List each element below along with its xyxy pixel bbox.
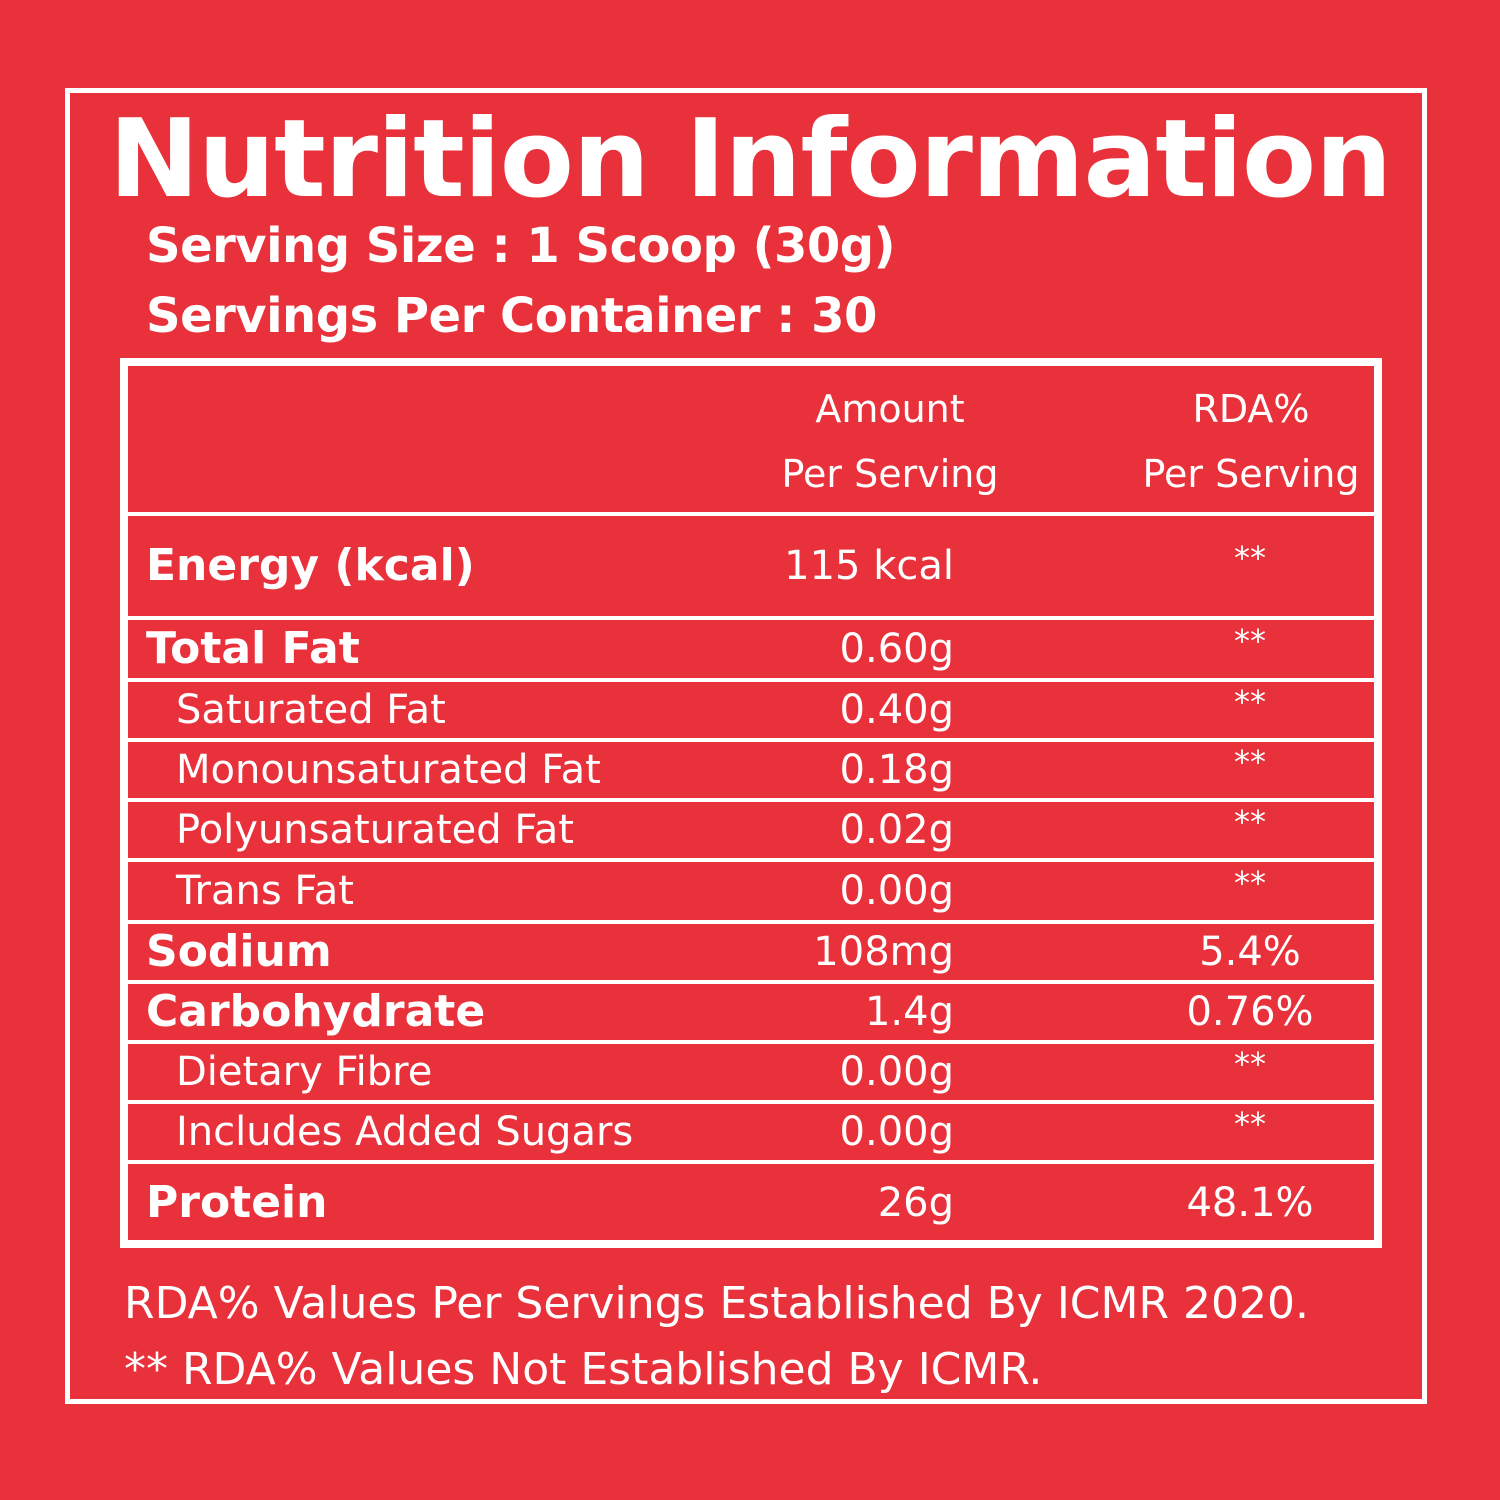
nutrient-name: Dietary Fibre: [176, 1049, 433, 1095]
table-row: Sodium 108mg 5.4%: [128, 922, 1374, 982]
row-divider: [128, 616, 1374, 620]
nutrient-amount: 0.00g: [839, 868, 954, 914]
table-row: Total Fat 0.60g **: [128, 618, 1374, 680]
nutrient-name: Monounsaturated Fat: [176, 747, 601, 793]
table-row: Dietary Fibre 0.00g **: [128, 1042, 1374, 1102]
nutrient-amount: 108mg: [813, 929, 954, 975]
nutrient-rda: **: [1234, 743, 1266, 781]
nutrient-name: Trans Fat: [176, 868, 354, 914]
nutrient-amount: 0.60g: [839, 626, 954, 672]
nutrient-rda: **: [1234, 864, 1266, 902]
row-divider: [128, 980, 1374, 984]
nutrient-name: Energy (kcal): [146, 540, 475, 591]
row-divider: [128, 1040, 1374, 1044]
nutrient-amount: 0.00g: [839, 1049, 954, 1095]
page-title: Nutrition Information: [108, 97, 1392, 222]
nutrient-amount: 115 kcal: [784, 543, 954, 589]
table-row: Saturated Fat 0.40g **: [128, 680, 1374, 740]
nutrient-rda: **: [1234, 803, 1266, 841]
table-row: Polyunsaturated Fat 0.02g **: [128, 800, 1374, 860]
servings-per-container: Servings Per Container : 30: [146, 288, 877, 344]
nutrient-rda: 48.1%: [1186, 1180, 1314, 1226]
serving-size: Serving Size : 1 Scoop (30g): [146, 218, 896, 274]
row-divider: [128, 678, 1374, 682]
nutrient-rda: **: [1234, 683, 1266, 721]
row-divider: [128, 798, 1374, 802]
nutrient-amount: 0.40g: [839, 687, 954, 733]
nutrient-name: Protein: [146, 1177, 328, 1228]
row-divider: [128, 858, 1374, 862]
nutrient-amount: 0.18g: [839, 747, 954, 793]
nutrient-rda: **: [1234, 622, 1266, 660]
row-divider: [128, 738, 1374, 742]
nutrient-rda: **: [1234, 1105, 1266, 1143]
row-divider: [128, 512, 1374, 516]
nutrient-rda: 5.4%: [1199, 929, 1301, 975]
nutrient-name: Polyunsaturated Fat: [176, 807, 574, 853]
table-row: Includes Added Sugars 0.00g **: [128, 1102, 1374, 1162]
nutrient-rda: **: [1234, 539, 1266, 577]
nutrient-name: Sodium: [146, 926, 332, 977]
nutrient-name: Saturated Fat: [176, 687, 446, 733]
table-row: Protein 26g 48.1%: [128, 1162, 1374, 1244]
nutrient-name: Total Fat: [146, 623, 360, 674]
table-row: Monounsaturated Fat 0.18g **: [128, 740, 1374, 800]
row-divider: [128, 1100, 1374, 1104]
nutrient-amount: 26g: [877, 1180, 954, 1226]
label-frame: [65, 88, 1427, 1404]
header-rda-line2: Per Serving: [1142, 452, 1360, 496]
row-divider: [128, 920, 1374, 924]
header-rda-line1: RDA%: [1192, 387, 1310, 431]
nutrient-name: Carbohydrate: [146, 986, 486, 1037]
nutrient-amount: 0.00g: [839, 1109, 954, 1155]
nutrient-name: Includes Added Sugars: [176, 1109, 634, 1155]
table-row: Trans Fat 0.00g **: [128, 860, 1374, 922]
nutrient-rda: **: [1234, 1045, 1266, 1083]
header-amount-line1: Amount: [815, 387, 965, 431]
nutrition-table: Amount Per Serving RDA% Per Serving Ener…: [120, 358, 1382, 1248]
footnote-established: RDA% Values Per Servings Established By …: [124, 1278, 1310, 1329]
header-amount-line2: Per Serving: [781, 452, 999, 496]
table-row: Carbohydrate 1.4g 0.76%: [128, 982, 1374, 1042]
nutrient-rda: 0.76%: [1186, 989, 1314, 1035]
nutrient-amount: 1.4g: [864, 989, 954, 1035]
table-row: Energy (kcal) 115 kcal **: [128, 514, 1374, 618]
footnote-not-established: ** RDA% Values Not Established By ICMR.: [124, 1344, 1043, 1395]
nutrient-amount: 0.02g: [839, 807, 954, 853]
row-divider: [128, 1160, 1374, 1164]
